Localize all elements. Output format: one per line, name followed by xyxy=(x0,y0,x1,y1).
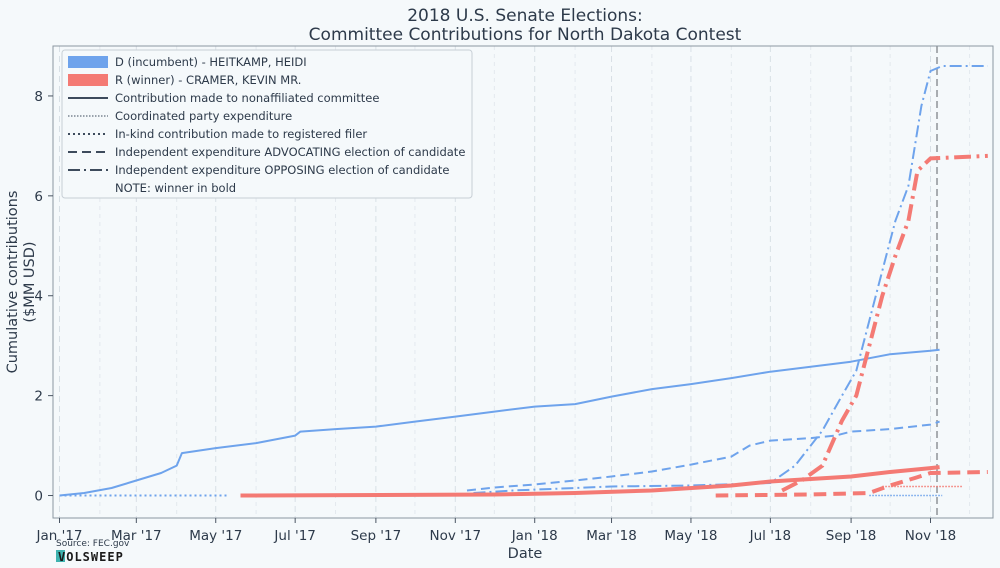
y-tick-label: 2 xyxy=(34,389,43,405)
legend-label-d: D (incumbent) - HEITKAMP, HEIDI xyxy=(115,55,307,69)
legend-swatch-r xyxy=(68,74,108,86)
chart-title-line-1: 2018 U.S. Senate Elections: xyxy=(407,6,643,26)
legend-label-coordinated: Coordinated party expenditure xyxy=(115,109,292,123)
legend-label-r: R (winner) - CRAMER, KEVIN MR. xyxy=(115,73,301,87)
x-tick-label: May '18 xyxy=(664,528,717,544)
brand-logo: VOLSWEEP xyxy=(58,550,124,564)
series-r-opposing xyxy=(781,153,988,493)
x-tick-label: Sep '17 xyxy=(351,528,402,544)
y-tick-label: 8 xyxy=(34,89,43,105)
y-axis-label-line-2: ($MM USD) xyxy=(22,241,38,322)
brand-logo-mark xyxy=(56,550,65,562)
source-note: Source: FEC.gov xyxy=(56,539,130,549)
gridlines xyxy=(59,46,971,518)
legend-label-note: NOTE: winner in bold xyxy=(115,181,236,195)
series-d-advocating xyxy=(466,420,940,492)
x-axis-label: Date xyxy=(508,546,543,562)
chart-title-line-2: Committee Contributions for North Dakota… xyxy=(309,25,742,45)
series-d-opposing xyxy=(473,65,988,494)
legend-label-inkind: In-kind contribution made to registered … xyxy=(115,127,367,141)
x-tick-label: Jul '18 xyxy=(749,528,791,544)
x-ticks: Jan '17 Mar '17 May '17 Jul '17 Sep '17 Nov '… xyxy=(36,518,957,544)
x-tick-label: Jan '18 xyxy=(511,528,558,544)
y-tick-label: 4 xyxy=(34,289,43,305)
plot-frame xyxy=(52,45,994,519)
series-group xyxy=(59,65,988,498)
legend-label-opposing: Independent expenditure OPPOSING electio… xyxy=(115,163,449,177)
series-r-advocating xyxy=(715,470,988,498)
legend-swatch-d xyxy=(68,56,108,68)
legend-label-nonaffiliated: Contribution made to nonaffiliated commi… xyxy=(115,91,379,105)
x-tick-label: Mar '18 xyxy=(586,528,637,544)
x-tick-label: May '17 xyxy=(189,528,242,544)
x-tick-label: Nov '18 xyxy=(905,528,957,544)
x-tick-label: Nov '17 xyxy=(430,528,482,544)
x-tick-label: Mar '17 xyxy=(111,528,162,544)
y-tick-label: 6 xyxy=(34,189,43,205)
series-r-nonaffiliated xyxy=(240,465,940,498)
x-tick-label: Jul '17 xyxy=(273,528,315,544)
legend-label-advocating: Independent expenditure ADVOCATING elect… xyxy=(115,145,465,159)
legend-box xyxy=(61,49,473,199)
x-tick-label: Sep '18 xyxy=(826,528,877,544)
y-tick-label: 0 xyxy=(34,489,43,505)
legend: D (incumbent) - HEITKAMP, HEIDI R (winner… xyxy=(61,49,473,199)
y-axis-label-line-1: Cumulative contributions xyxy=(5,191,21,374)
y-ticks: 0 2 4 6 8 xyxy=(34,89,53,505)
series-d-nonaffiliated xyxy=(59,348,940,497)
x-tick-label: Jan '17 xyxy=(36,528,83,544)
